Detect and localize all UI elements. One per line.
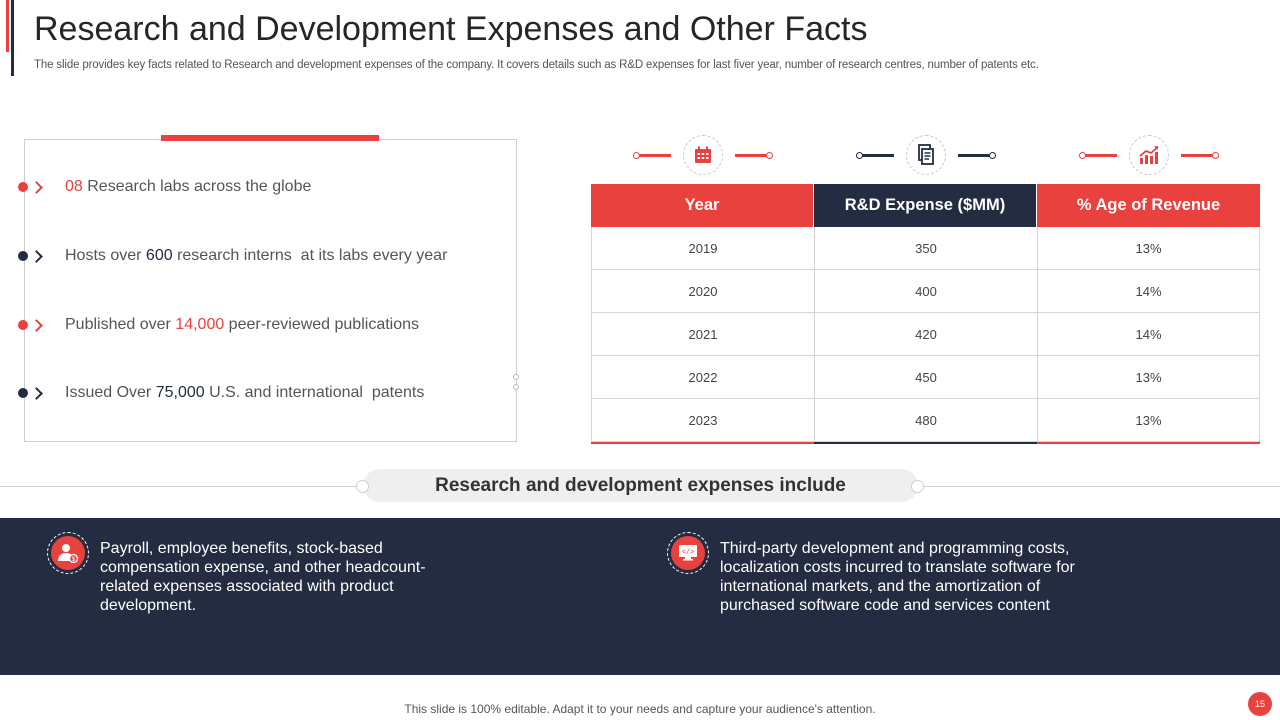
employee-icon: $ [47, 532, 89, 574]
fact-text: Research labs across the globe [82, 178, 312, 195]
documents-icon [906, 135, 946, 175]
fact-highlight: 75,000 [155, 384, 205, 401]
footer-note: This slide is 100% editable. Adapt it to… [404, 702, 876, 716]
year-column-icon-group [633, 135, 773, 175]
chevron-right-icon [30, 318, 43, 332]
table-cell: 13% [1037, 399, 1260, 441]
table-cell: 13% [1037, 356, 1260, 398]
include-item-third-party: </> Third-party development and programm… [667, 532, 1087, 615]
title-accent-bar [6, 0, 9, 52]
connector-line [862, 154, 894, 157]
table-cell: 350 [814, 227, 1037, 269]
fact-prefix: Hosts over [65, 247, 146, 264]
table-row: 2019 350 13% [591, 227, 1260, 270]
divider-end-dot [911, 480, 924, 493]
chevron-right-icon [30, 386, 43, 400]
resize-handle [513, 384, 519, 390]
divider-end-dot [356, 480, 369, 493]
table-header-revenue: % Age of Revenue [1037, 184, 1260, 227]
code-monitor-icon: </> [667, 532, 709, 574]
table-cell: 2020 [591, 270, 814, 312]
fact-item-interns: Hosts over 600 research interns at its l… [18, 245, 447, 267]
page-title: Research and Development Expenses and Ot… [34, 10, 868, 48]
icon-badge: </> [671, 536, 705, 570]
fact-text: peer-reviewed publications [224, 316, 420, 333]
connector-line [639, 154, 671, 157]
table-cell: 450 [814, 356, 1037, 398]
fact-highlight: 14,000 [175, 316, 225, 333]
table-row: 2020 400 14% [591, 270, 1260, 313]
page-number-badge: 15 [1248, 692, 1272, 716]
svg-text:$: $ [72, 557, 76, 563]
table-cell: 14% [1037, 313, 1260, 355]
fact-item-publications: Published over 14,000 peer-reviewed publ… [18, 314, 419, 336]
fact-prefix: Issued Over [65, 384, 156, 401]
connector-line [735, 154, 767, 157]
table-cell: 2023 [591, 399, 814, 441]
table-header-expense: R&D Expense ($MM) [814, 184, 1037, 227]
bullet-dot-icon [18, 182, 28, 192]
expense-column-icon-group [856, 135, 996, 175]
fact-text: U.S. and international patents [204, 384, 425, 401]
table-cell: 14% [1037, 270, 1260, 312]
fact-item-patents: Issued Over 75,000 U.S. and internationa… [18, 382, 424, 404]
rd-expense-table: Year R&D Expense ($MM) % Age of Revenue … [591, 184, 1260, 444]
connector-line [958, 154, 990, 157]
table-header: Year R&D Expense ($MM) % Age of Revenue [591, 184, 1260, 227]
table-header-year: Year [591, 184, 814, 227]
bullet-dot-icon [18, 251, 28, 261]
include-item-payroll: $ Payroll, employee benefits, stock-base… [47, 532, 427, 615]
footer-accent-red [591, 442, 814, 444]
connector-dot [1212, 152, 1219, 159]
table-cell: 400 [814, 270, 1037, 312]
fact-prefix: Published over [65, 316, 176, 333]
table-cell: 480 [814, 399, 1037, 441]
page-subtitle: The slide provides key facts related to … [34, 59, 1039, 71]
include-text: Payroll, employee benefits, stock-based … [100, 540, 426, 614]
connector-dot [989, 152, 996, 159]
footer-accent-red [1037, 442, 1260, 444]
revenue-column-icon-group [1079, 135, 1219, 175]
table-cell: 2019 [591, 227, 814, 269]
table-cell: 420 [814, 313, 1037, 355]
footer-accent-navy [814, 442, 1037, 444]
include-text: Third-party development and programming … [720, 540, 1075, 614]
includes-heading: Research and development expenses includ… [363, 469, 918, 502]
table-row: 2023 480 13% [591, 399, 1260, 442]
connector-line [1085, 154, 1117, 157]
title-accent-bar-dark [11, 0, 14, 76]
svg-text:</>: </> [682, 549, 695, 557]
bullet-dot-icon [18, 320, 28, 330]
fact-highlight: 08 [65, 178, 83, 195]
connector-dot [766, 152, 773, 159]
facts-accent-bar [161, 135, 379, 141]
growth-chart-icon [1129, 135, 1169, 175]
includes-panel: $ Payroll, employee benefits, stock-base… [0, 518, 1280, 675]
table-row: 2021 420 14% [591, 313, 1260, 356]
chevron-right-icon [30, 180, 43, 194]
fact-item-labs: 08 Research labs across the globe [18, 176, 311, 198]
fact-text: research interns at its labs every year [172, 247, 448, 264]
bullet-dot-icon [18, 388, 28, 398]
icon-badge: $ [51, 536, 85, 570]
table-cell: 2022 [591, 356, 814, 398]
table-row: 2022 450 13% [591, 356, 1260, 399]
resize-handle [513, 374, 519, 380]
table-cell: 13% [1037, 227, 1260, 269]
chevron-right-icon [30, 249, 43, 263]
table-footer-accent [591, 442, 1260, 444]
calendar-icon [683, 135, 723, 175]
table-cell: 2021 [591, 313, 814, 355]
connector-line [1181, 154, 1213, 157]
fact-highlight: 600 [145, 247, 173, 264]
